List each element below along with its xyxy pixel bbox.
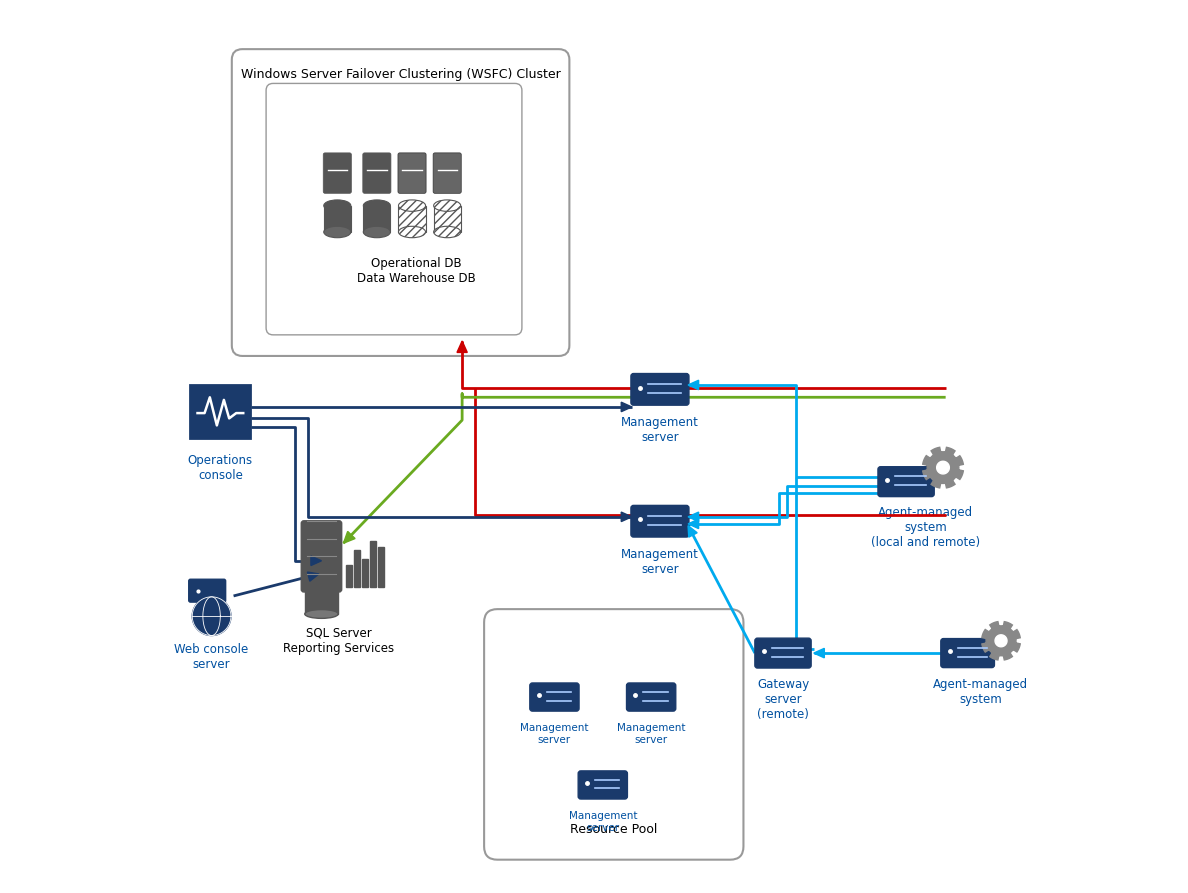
Bar (354, 550, 360, 587)
Ellipse shape (305, 585, 339, 594)
Ellipse shape (434, 200, 461, 212)
Ellipse shape (434, 226, 461, 238)
Ellipse shape (305, 610, 339, 618)
Ellipse shape (324, 226, 350, 238)
Polygon shape (981, 622, 1020, 660)
Polygon shape (923, 447, 963, 488)
Polygon shape (192, 597, 230, 636)
Bar (324, 205, 350, 232)
FancyBboxPatch shape (579, 771, 627, 799)
Bar (378, 547, 384, 587)
Bar (434, 205, 461, 232)
Text: Web console
server: Web console server (175, 643, 248, 671)
FancyBboxPatch shape (232, 49, 569, 356)
Bar (398, 205, 425, 232)
Text: Management
server: Management server (617, 723, 685, 745)
FancyBboxPatch shape (434, 153, 461, 193)
Polygon shape (814, 648, 824, 658)
Bar (369, 541, 375, 587)
FancyBboxPatch shape (323, 153, 352, 193)
FancyBboxPatch shape (631, 505, 689, 537)
FancyBboxPatch shape (754, 638, 811, 668)
Ellipse shape (364, 226, 391, 238)
FancyBboxPatch shape (302, 521, 342, 592)
FancyBboxPatch shape (398, 153, 426, 193)
Text: Management
server: Management server (520, 723, 589, 745)
FancyBboxPatch shape (362, 153, 391, 193)
FancyBboxPatch shape (530, 683, 579, 711)
Text: Gateway
server
(remote): Gateway server (remote) (757, 678, 809, 721)
Ellipse shape (398, 200, 425, 212)
Text: Operational DB: Operational DB (371, 257, 462, 271)
Polygon shape (688, 512, 699, 522)
FancyBboxPatch shape (626, 683, 676, 711)
Bar (364, 205, 391, 232)
Text: Agent-managed
system
(local and remote): Agent-managed system (local and remote) (871, 506, 980, 549)
FancyBboxPatch shape (266, 83, 522, 335)
Polygon shape (457, 341, 467, 353)
FancyBboxPatch shape (485, 609, 744, 860)
Bar (362, 559, 368, 587)
Polygon shape (621, 402, 632, 412)
FancyBboxPatch shape (631, 373, 689, 405)
Text: Operations
console: Operations console (188, 454, 253, 481)
Text: Agent-managed
system: Agent-managed system (934, 678, 1029, 705)
Ellipse shape (364, 200, 391, 212)
FancyBboxPatch shape (941, 638, 994, 668)
Bar (305, 589, 339, 614)
Polygon shape (343, 531, 355, 543)
Text: Windows Server Failover Clustering (WSFC) Cluster: Windows Server Failover Clustering (WSFC… (241, 69, 561, 81)
Text: Management
server: Management server (621, 547, 699, 576)
Polygon shape (308, 572, 318, 581)
Text: SQL Server
Reporting Services: SQL Server Reporting Services (284, 627, 394, 655)
Polygon shape (621, 512, 632, 522)
Polygon shape (688, 526, 697, 538)
Text: Data Warehouse DB: Data Warehouse DB (358, 272, 476, 286)
Bar (346, 564, 353, 587)
FancyBboxPatch shape (878, 467, 934, 497)
Text: Management
server: Management server (621, 416, 699, 444)
Ellipse shape (324, 200, 350, 212)
FancyBboxPatch shape (190, 385, 251, 438)
Polygon shape (688, 380, 699, 389)
Polygon shape (936, 462, 949, 474)
Ellipse shape (398, 226, 425, 238)
Polygon shape (688, 519, 699, 529)
Text: Resource Pool: Resource Pool (570, 823, 657, 836)
Polygon shape (996, 635, 1007, 647)
FancyBboxPatch shape (189, 580, 226, 602)
Text: Management
server: Management server (569, 812, 637, 833)
Polygon shape (311, 556, 322, 565)
